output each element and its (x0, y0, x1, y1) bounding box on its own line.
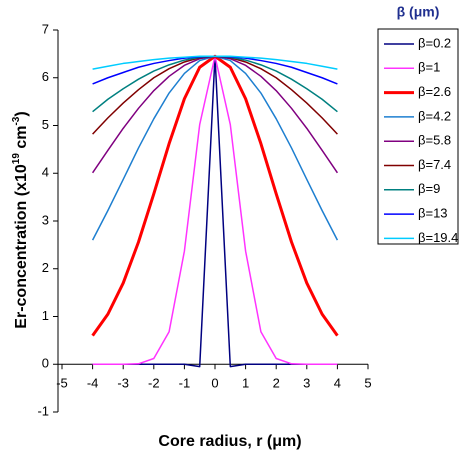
legend-label: β=2.6 (418, 84, 451, 99)
y-tick-label: 7 (42, 21, 49, 36)
legend-box (377, 28, 459, 245)
legend-title: β (μm) (397, 4, 440, 20)
x-tick-label: -1 (179, 376, 191, 391)
series-line (91, 55, 339, 174)
x-tick-label: 3 (303, 376, 310, 391)
y-tick-label: 6 (42, 69, 49, 84)
series-line (91, 55, 339, 241)
y-tick-label: 0 (42, 356, 49, 371)
y-title-part: cm (13, 126, 30, 154)
y-axis-title: Er-concentration (x1019 cm-3) (11, 111, 31, 328)
y-title-sup: -3 (11, 116, 22, 125)
y-title-part: ) (13, 111, 30, 116)
legend-label: β=5.8 (418, 133, 451, 148)
x-tick-label: 1 (242, 376, 249, 391)
x-tick-label: 5 (364, 376, 371, 391)
y-tick-label: 4 (42, 165, 49, 180)
x-tick-label: -3 (117, 376, 129, 391)
x-tick-label: -4 (87, 376, 99, 391)
legend-label: β=4.2 (418, 108, 451, 123)
legend-label: β=13 (418, 206, 448, 221)
series-line (92, 55, 338, 368)
x-tick-label: 0 (211, 376, 218, 391)
y-tick-label: 3 (42, 212, 49, 227)
legend-label: β=7.4 (418, 157, 451, 172)
y-tick-label: -1 (37, 403, 49, 418)
y-tick-label: 1 (42, 308, 49, 323)
x-tick-label: -5 (56, 376, 68, 391)
x-tick-label: -2 (148, 376, 160, 391)
legend-label: β=0.2 (418, 35, 451, 50)
x-axis-title: Core radius, r (μm) (158, 433, 301, 450)
y-tick-label: 5 (42, 117, 49, 132)
legend-label: β=1 (418, 60, 440, 75)
x-tick-label: 4 (334, 376, 341, 391)
y-title-part: Er-concentration (x10 (13, 164, 30, 329)
series-line (92, 55, 338, 365)
x-tick-label: 2 (273, 376, 280, 391)
series-line (92, 55, 338, 70)
legend-label: β=9 (418, 181, 440, 196)
y-tick-label: 2 (42, 260, 49, 275)
y-title-sup: 19 (11, 153, 22, 165)
legend-label: β=19.4 (418, 230, 458, 245)
